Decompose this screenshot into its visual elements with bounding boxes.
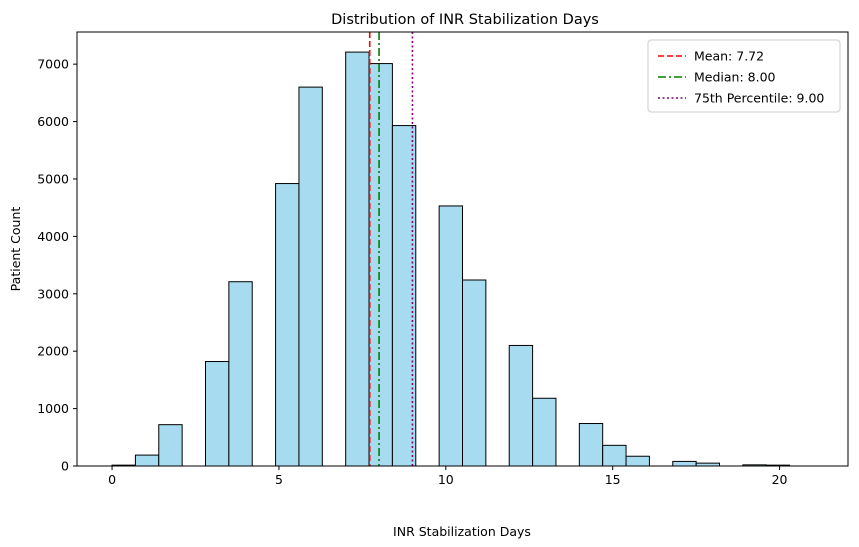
legend: Mean: 7.72 Median: 8.00 75th Percentile: 9…	[647, 39, 841, 113]
y-tick-label: 2000	[37, 344, 69, 359]
y-tick-label: 1000	[37, 401, 69, 416]
y-axis-label: Patient Count	[8, 207, 23, 292]
legend-label: 75th Percentile: 9.00	[694, 91, 824, 106]
histogram-bar	[368, 63, 393, 467]
histogram-bar	[462, 279, 487, 467]
histogram-bar	[205, 361, 230, 467]
histogram-bar	[508, 344, 534, 467]
chart-title: Distribution of INR Stabilization Days	[331, 12, 599, 28]
histogram-bar	[134, 454, 160, 467]
legend-label: Mean: 7.72	[694, 49, 764, 64]
x-tick-label: 20	[772, 472, 788, 487]
x-tick-label: 0	[108, 472, 116, 487]
y-tick-label: 3000	[37, 286, 69, 301]
bars-group	[111, 51, 791, 467]
histogram-bar	[228, 281, 253, 467]
histogram-bar	[578, 423, 604, 467]
reference-lines-group	[368, 32, 414, 466]
y-tick-label: 0	[61, 459, 69, 474]
histogram-bar	[345, 51, 370, 467]
x-tick-label: 15	[605, 472, 621, 487]
histogram-bar	[672, 460, 697, 467]
plot-frame	[76, 31, 849, 467]
axes-group	[76, 31, 849, 467]
histogram-bar	[625, 455, 650, 467]
y-tick-label: 7000	[37, 57, 69, 72]
x-ticks-group: 0 5 10 15 20	[108, 466, 788, 487]
y-tick-label: 6000	[37, 114, 69, 129]
histogram-bar	[158, 424, 183, 467]
legend-label: Median: 8.00	[694, 70, 776, 85]
histogram-bar	[275, 183, 300, 467]
histogram-bar	[298, 86, 323, 467]
x-axis-label: INR Stabilization Days	[393, 524, 531, 539]
histogram-bar	[438, 205, 463, 467]
histogram-bar	[602, 444, 627, 467]
x-tick-label: 10	[438, 472, 454, 487]
y-tick-label: 4000	[37, 229, 69, 244]
y-tick-label: 5000	[37, 171, 69, 186]
legend-box	[647, 39, 841, 113]
histogram-bar	[532, 397, 557, 467]
x-tick-label: 5	[275, 472, 283, 487]
y-ticks-group: 0 1000 2000 3000 4000 5000 6000 7000	[37, 57, 77, 474]
